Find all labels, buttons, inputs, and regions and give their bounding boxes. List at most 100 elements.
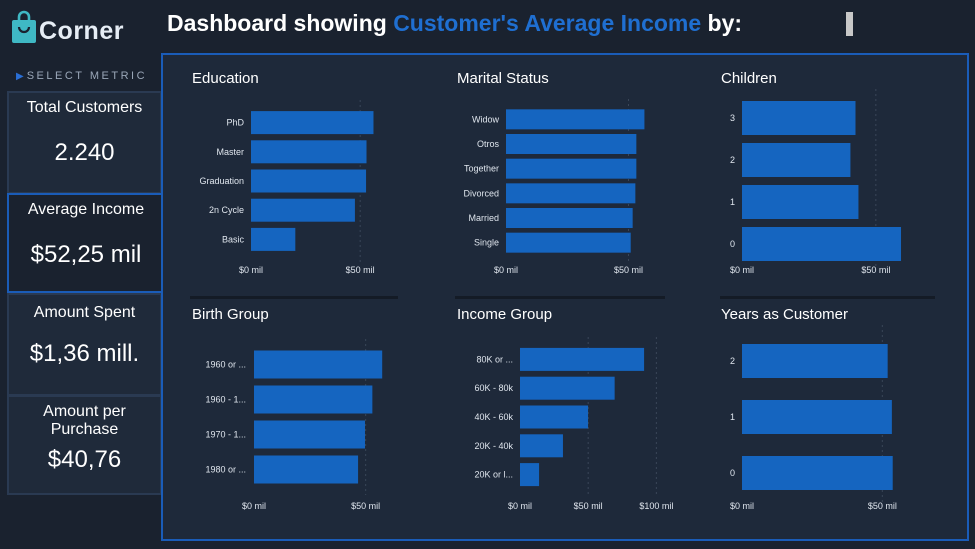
bar-40k-60k[interactable]: [520, 405, 589, 429]
divider: [720, 296, 935, 299]
bar-1980-or[interactable]: [254, 455, 359, 484]
bar-20k-40k[interactable]: [520, 434, 563, 458]
chart-svg: $0 mil $50 mil 3 2 1 0: [730, 89, 902, 275]
bar-married[interactable]: [506, 208, 633, 228]
chart-income-group: Income Group $0 mil $50 mil $100 mil 80K or…: [457, 306, 682, 521]
bar-otros[interactable]: [506, 134, 637, 154]
y-tick-label: 3: [730, 113, 735, 123]
y-tick-label: Married: [468, 213, 499, 223]
bar-1960-1[interactable]: [254, 385, 373, 414]
x-tick-label: $50 mil: [351, 501, 380, 511]
title-prefix: Dashboard showing: [167, 10, 394, 36]
chart-title: Birth Group: [192, 306, 269, 323]
y-tick-label: 20K or l...: [474, 470, 513, 480]
bar-divorced[interactable]: [506, 183, 636, 204]
y-tick-label: Single: [474, 238, 499, 248]
chart-svg: $0 mil $50 mil 1960 or ... 1960 - 1... 1970 …: [205, 339, 383, 511]
bar-2[interactable]: [742, 143, 851, 177]
divider: [455, 296, 665, 299]
play-triangle-icon: ▶: [16, 71, 24, 82]
chart-marital-status: Marital Status $0 mil $50 mil Widow Otros To…: [457, 70, 677, 285]
y-tick-label: 40K - 60k: [474, 412, 513, 422]
bar-master[interactable]: [251, 140, 367, 164]
bar-20k-or-l[interactable]: [520, 463, 540, 487]
y-tick-label: 1: [730, 197, 735, 207]
chart-years-as-customer: Years as Customer $0 mil $50 mil 2 1 0: [721, 306, 941, 521]
card-title: Amount Spent: [33, 304, 136, 321]
metric-card-total-customers[interactable]: Total Customers 2.240: [7, 91, 162, 194]
bar-0[interactable]: [742, 227, 902, 261]
y-tick-label: Together: [464, 164, 499, 174]
chart-title: Marital Status: [457, 70, 549, 87]
x-tick-label: $50 mil: [868, 501, 897, 511]
card-value: $1,36 mill.: [29, 340, 140, 367]
bar-single[interactable]: [506, 232, 631, 253]
select-metric-label: ▶ SELECT METRIC: [16, 70, 147, 82]
y-tick-label: 1980 or ...: [205, 465, 246, 475]
x-tick-label: $0 mil: [239, 265, 263, 275]
page-title: Dashboard showing Customer's Average Inc…: [167, 10, 742, 37]
y-tick-label: Otros: [477, 139, 500, 149]
card-value: $52,25 mil: [30, 241, 142, 268]
bar-80k-or[interactable]: [520, 347, 645, 371]
chart-svg: $0 mil $50 mil $100 mil 80K or ... 60K - 80k…: [474, 337, 673, 511]
y-tick-label: 1: [730, 412, 735, 422]
bar-1[interactable]: [742, 185, 859, 219]
bar-together[interactable]: [506, 158, 637, 179]
x-tick-label: $50 mil: [614, 265, 643, 275]
chart-title: Children: [721, 70, 777, 87]
x-tick-label: $50 mil: [346, 265, 375, 275]
y-tick-label: Basic: [222, 234, 245, 244]
x-tick-label: $0 mil: [730, 501, 754, 511]
chart-svg: $0 mil $50 mil 2 1 0: [730, 325, 897, 511]
bar-60k-80k[interactable]: [520, 376, 615, 400]
y-tick-label: 2: [730, 155, 735, 165]
bar-1970-1[interactable]: [254, 420, 365, 449]
chart-title: Income Group: [457, 306, 553, 323]
brand-logo: Corner: [9, 7, 123, 45]
bar-basic[interactable]: [251, 227, 296, 251]
x-tick-label: $100 mil: [639, 501, 673, 511]
x-tick-label: $0 mil: [730, 265, 754, 275]
bar-phd[interactable]: [251, 111, 374, 135]
divider: [190, 296, 398, 299]
title-highlight: Customer's Average Income: [393, 10, 702, 36]
y-tick-label: Divorced: [463, 188, 499, 198]
logo-text: Corner: [39, 17, 124, 45]
bar-widow[interactable]: [506, 109, 645, 130]
bar-2n-cycle[interactable]: [251, 198, 355, 222]
x-tick-label: $0 mil: [242, 501, 266, 511]
bar-graduation[interactable]: [251, 169, 367, 193]
y-tick-label: 0: [730, 468, 735, 478]
y-tick-label: Master: [216, 147, 244, 157]
bar-1[interactable]: [742, 400, 892, 434]
x-tick-label: $0 mil: [508, 501, 532, 511]
x-tick-label: $0 mil: [494, 265, 518, 275]
metric-card-average-income[interactable]: Average Income $52,25 mil: [7, 193, 163, 293]
card-title: Average Income: [27, 201, 145, 218]
chart-title: Years as Customer: [721, 306, 849, 323]
chart-svg: $0 mil $50 mil PhD Master Graduation 2n Cycle…: [199, 100, 375, 275]
bar-2[interactable]: [742, 344, 888, 378]
metric-card-amount-spent[interactable]: Amount Spent $1,36 mill.: [7, 293, 162, 396]
card-value: 2.240: [54, 139, 115, 166]
y-tick-label: 1970 - 1...: [205, 430, 246, 440]
chart-title: Education: [192, 70, 259, 87]
bar-3[interactable]: [742, 101, 856, 135]
y-tick-label: 2: [730, 356, 735, 366]
metric-card-amount-per-purchase[interactable]: Amount per Purchase $40,76: [7, 395, 162, 495]
card-value: $40,76: [47, 446, 122, 473]
y-tick-label: 60K - 80k: [474, 383, 513, 393]
select-metric-text: SELECT METRIC: [26, 70, 148, 82]
card-title: Total Customers: [26, 99, 143, 116]
y-tick-label: 1960 - 1...: [205, 395, 246, 405]
x-tick-label: $50 mil: [574, 501, 603, 511]
y-tick-label: 80K or ...: [476, 354, 513, 364]
y-tick-label: Graduation: [199, 176, 244, 186]
title-suffix: by:: [701, 10, 743, 36]
bar-0[interactable]: [742, 456, 893, 490]
bar-1960-or[interactable]: [254, 350, 383, 379]
y-tick-label: 2n Cycle: [209, 205, 244, 215]
text-cursor: [846, 12, 853, 36]
card-title: Amount per Purchase: [43, 403, 126, 438]
